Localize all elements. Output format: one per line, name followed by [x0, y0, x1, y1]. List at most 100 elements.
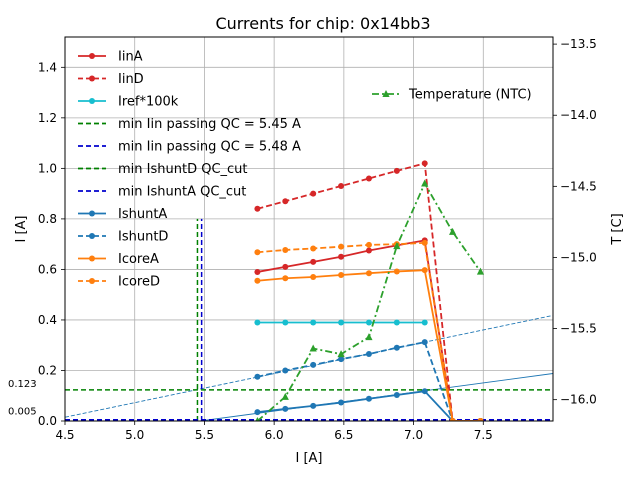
data-point-IcoreD [477, 418, 484, 421]
y-tick-label: 1.0 [38, 161, 57, 175]
x-tick-label: 7.0 [404, 428, 423, 442]
legend-marker [89, 233, 95, 239]
data-point-IcoreA [282, 275, 289, 282]
data-point-IinA [310, 258, 317, 265]
plot-frame [64, 36, 554, 422]
data-point-Iref*100k [310, 319, 317, 326]
data-point-IinD [310, 190, 317, 197]
legend-marker [89, 278, 95, 284]
temperature-point [281, 392, 289, 400]
plot-area [65, 160, 553, 421]
data-point-IinA [338, 253, 345, 260]
data-point-IinA [282, 263, 289, 270]
legend-marker [89, 75, 95, 82]
data-point-IshuntD [365, 351, 372, 358]
y-axis-label: I [A] [14, 215, 29, 242]
data-point-IinD [421, 160, 428, 167]
x-tick-label: 6.5 [334, 428, 353, 442]
legend-label: IinA [118, 50, 143, 65]
legend-label: min Iin passing QC = 5.45 A [118, 117, 301, 132]
data-point-Iref*100k [393, 319, 400, 326]
data-point-Iref*100k [282, 319, 289, 326]
data-point-IshuntD [310, 361, 317, 368]
data-point-IcoreD [254, 249, 261, 256]
data-point-IcoreD [310, 245, 317, 252]
legend-label: IshuntA [118, 207, 167, 222]
y-tick-label: 0.4 [38, 313, 57, 327]
data-point-IcoreD [449, 418, 456, 421]
temperature-point [449, 227, 457, 235]
legend-label: min Iin passing QC = 5.48 A [118, 140, 301, 155]
data-point-Iref*100k [254, 319, 261, 326]
data-point-IshuntD [254, 373, 261, 380]
legend-marker [89, 210, 95, 217]
data-point-IinA [365, 247, 372, 254]
data-point-Iref*100k [365, 319, 372, 326]
data-point-IshuntA [282, 405, 289, 412]
temperature-point [365, 333, 373, 341]
data-point-IshuntA [421, 388, 428, 395]
legend-label: IcoreD [118, 275, 160, 290]
data-point-IinA [254, 268, 261, 275]
data-point-IshuntA [310, 402, 317, 409]
x-tick-label: 5.0 [125, 428, 144, 442]
data-point-IshuntD [421, 339, 428, 346]
data-point-IshuntA [338, 399, 345, 406]
data-point-IcoreA [254, 277, 261, 284]
x-axis-label: I [A] [295, 451, 322, 466]
data-point-IshuntD [338, 356, 345, 363]
grid [64, 37, 553, 422]
legend-marker [89, 255, 95, 262]
x-tick-label: 6.0 [265, 428, 284, 442]
y-tick-label: 1.2 [38, 111, 57, 125]
y2-tick-label: −14.5 [560, 179, 597, 193]
data-point-Iref*100k [338, 319, 345, 326]
data-point-IcoreA [310, 274, 317, 280]
data-point-IcoreD [365, 241, 372, 248]
legend-label: min IshuntA QC_cut [118, 185, 246, 200]
data-point-IcoreA [338, 271, 345, 278]
data-point-IshuntA [365, 395, 372, 402]
temperature-point [309, 344, 317, 352]
data-point-Iref*100k [421, 319, 428, 326]
legend-marker [89, 53, 95, 59]
data-point-IshuntA [254, 409, 261, 416]
y2-tick-label: −16.0 [560, 393, 597, 407]
y-tick-label: 0.2 [38, 363, 57, 377]
y-tick-label: 0.8 [38, 212, 57, 226]
legend-label: min IshuntD QC_cut [118, 162, 248, 177]
y2-axis-label: T [C] [610, 213, 625, 245]
series-line-IinD [257, 162, 481, 421]
data-point-IinD [338, 183, 345, 190]
axes: 4.5 5.0 5.5 6.0 6.5 7.0 7.5 0.0 0.2 0.4 0.6 0.8 1.0 1… [8, 37, 597, 442]
legend: IinA IinD Iref*100k min Iin passing QC = 5.… [78, 50, 301, 290]
legend-label: IshuntD [118, 230, 168, 245]
temperature-point [476, 267, 485, 275]
data-point-IinD [254, 205, 261, 212]
legend-temperature: Temperature (NTC) [372, 88, 532, 103]
data-point-IcoreA [365, 270, 372, 277]
data-point-IcoreD [421, 239, 428, 246]
y-tick-label: 0.6 [38, 262, 57, 276]
y2-tick-label: −14.0 [560, 108, 597, 122]
y2-tick-label: −13.5 [560, 37, 597, 51]
qc-cut-label: 0.123 [8, 379, 37, 390]
data-point-IcoreD [282, 246, 289, 253]
temperature-point [393, 242, 401, 250]
fit-line [65, 314, 553, 418]
temperature-point [421, 179, 429, 187]
legend-label: IcoreA [118, 252, 159, 267]
data-point-IcoreA [421, 267, 428, 274]
data-point-IshuntA [393, 391, 400, 398]
data-point-IcoreD [338, 243, 345, 250]
temperature-point [255, 417, 260, 421]
temperature-point [337, 350, 345, 358]
qc-cut-label: 0.005 [8, 407, 37, 418]
data-point-IinD [365, 175, 372, 182]
y2-tick-label: −15.0 [560, 250, 597, 264]
legend-marker-temperature [382, 90, 390, 97]
data-point-IshuntD [393, 344, 400, 351]
chart-title: Currents for chip: 0x14bb3 [215, 14, 430, 33]
data-point-IcoreA [393, 268, 400, 275]
